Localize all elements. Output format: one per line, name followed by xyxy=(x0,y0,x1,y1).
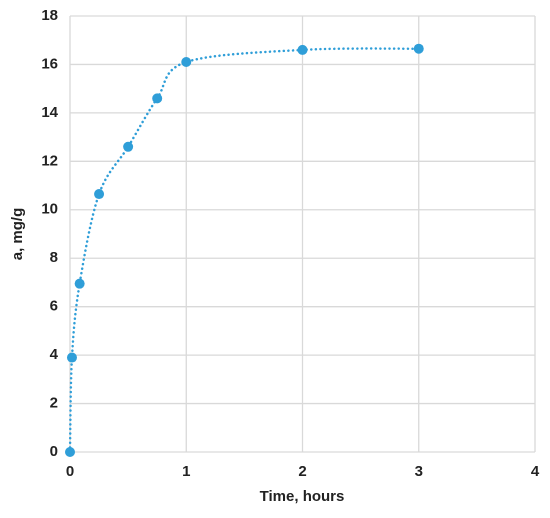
x-tick-label: 3 xyxy=(415,463,423,480)
data-point xyxy=(94,189,105,200)
x-tick-label: 1 xyxy=(182,463,190,480)
y-tick-label: 0 xyxy=(50,443,58,460)
data-point xyxy=(181,57,192,68)
y-tick-label: 10 xyxy=(41,201,58,218)
series-line xyxy=(68,47,420,454)
data-point xyxy=(66,352,77,363)
y-tick-label: 18 xyxy=(41,7,58,24)
y-tick-label: 8 xyxy=(50,249,58,266)
x-tick-label: 2 xyxy=(298,463,306,480)
y-tick-label: 4 xyxy=(50,346,59,363)
data-point xyxy=(74,278,85,289)
y-tick-label: 2 xyxy=(50,395,58,412)
x-axis-label: Time, hours xyxy=(260,488,345,505)
x-tick-label: 0 xyxy=(66,463,74,480)
y-axis-label: a, mg/g xyxy=(9,208,26,261)
data-point xyxy=(297,44,308,55)
y-tick-label: 14 xyxy=(41,104,58,121)
y-tick-label: 16 xyxy=(41,55,58,72)
y-tick-label: 6 xyxy=(50,298,58,315)
x-tick-label: 4 xyxy=(531,463,540,480)
data-point xyxy=(65,447,75,457)
data-point xyxy=(413,43,424,54)
data-point xyxy=(152,93,163,104)
y-tick-label: 12 xyxy=(41,152,58,169)
data-point xyxy=(123,141,134,152)
